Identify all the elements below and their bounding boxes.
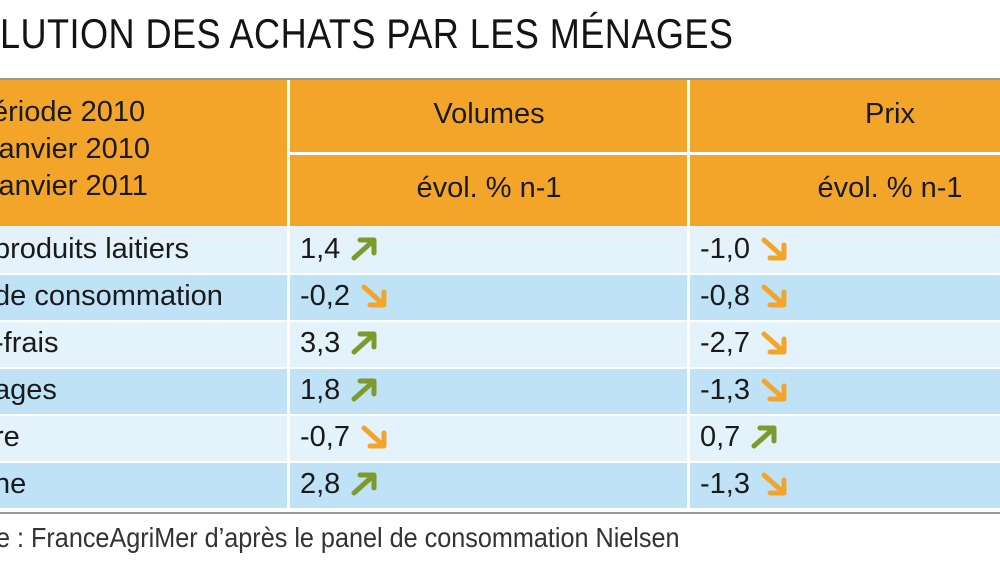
period-line: janvier 2011: [0, 170, 148, 202]
volumes-value: 1,8: [300, 373, 341, 406]
table-row: -frais 3,3 -2,7: [0, 320, 1000, 367]
row-divider: [0, 320, 1000, 322]
prix-cell: 0,7: [700, 414, 779, 460]
row-label: re: [0, 421, 20, 453]
arrow-up-right-icon: [751, 425, 777, 449]
prix-cell: -1,3: [700, 461, 789, 507]
table-header: ériode 2010 janvier 2010 janvier 2011 Vo…: [0, 80, 1000, 226]
volumes-cell: 3,3: [300, 320, 379, 366]
table-title: LUTION DES ACHATS PAR LES MÉNAGES: [0, 10, 734, 57]
table-row: ne 2,8 -1,3: [0, 461, 1000, 508]
arrow-up-right-icon: [351, 472, 377, 496]
volumes-value: 3,3: [300, 326, 341, 359]
table-row: ages 1,8 -1,3: [0, 367, 1000, 414]
prix-unit-header: évol. % n-1: [817, 172, 963, 204]
volumes-value: 1,4: [300, 232, 341, 265]
arrow-down-right-icon: [761, 472, 787, 496]
volumes-cell: 1,8: [300, 367, 379, 413]
arrow-up-right-icon: [351, 378, 377, 402]
row-divider: [0, 273, 1000, 275]
table-row: produits laitiers 1,4 -1,0: [0, 226, 1000, 273]
prix-cell: -1,0: [700, 226, 789, 272]
arrow-down-right-icon: [761, 331, 787, 355]
column-divider: [687, 80, 690, 512]
volumes-header: Volumes: [433, 98, 545, 130]
row-label: de consommation: [0, 280, 223, 312]
column-divider: [287, 80, 290, 512]
period-line: ériode 2010: [0, 96, 146, 128]
arrow-up-right-icon: [351, 237, 377, 261]
volumes-cell: 2,8: [300, 461, 379, 507]
prix-header: Prix: [865, 98, 915, 130]
volumes-cell: -0,7: [300, 414, 389, 460]
table-row: re -0,7 0,7: [0, 414, 1000, 461]
prix-cell: -0,8: [700, 273, 789, 319]
period-header: ériode 2010 janvier 2010 janvier 2011: [0, 94, 150, 205]
period-line: janvier 2010: [0, 133, 150, 165]
row-divider: [0, 461, 1000, 463]
row-divider: [0, 367, 1000, 369]
prix-value: -1,3: [700, 373, 750, 406]
header-divider: [290, 152, 1000, 155]
prix-cell: -2,7: [700, 320, 789, 366]
arrow-up-right-icon: [351, 331, 377, 355]
row-label: ne: [0, 468, 27, 500]
volumes-cell: 1,4: [300, 226, 379, 272]
table-row: de consommation -0,2 -0,8: [0, 273, 1000, 320]
arrow-down-right-icon: [761, 237, 787, 261]
prix-value: 0,7: [700, 420, 741, 453]
row-divider: [0, 414, 1000, 416]
volumes-cell: -0,2: [300, 273, 389, 319]
row-label: -frais: [0, 327, 59, 359]
volumes-unit-header: évol. % n-1: [416, 172, 562, 204]
arrow-down-right-icon: [761, 284, 787, 308]
purchases-table: ériode 2010 janvier 2010 janvier 2011 Vo…: [0, 78, 1000, 514]
volumes-value: 2,8: [300, 467, 341, 500]
prix-value: -1,3: [700, 467, 750, 500]
prix-value: -2,7: [700, 326, 750, 359]
row-label: ages: [0, 374, 57, 406]
arrow-down-right-icon: [361, 425, 387, 449]
prix-value: -0,8: [700, 279, 750, 312]
row-label: produits laitiers: [0, 233, 190, 265]
arrow-down-right-icon: [361, 284, 387, 308]
source-note: e : FranceAgriMer d’après le panel de co…: [0, 522, 680, 553]
prix-cell: -1,3: [700, 367, 789, 413]
prix-value: -1,0: [700, 232, 750, 265]
volumes-value: -0,7: [300, 420, 350, 453]
volumes-value: -0,2: [300, 279, 350, 312]
arrow-down-right-icon: [761, 378, 787, 402]
